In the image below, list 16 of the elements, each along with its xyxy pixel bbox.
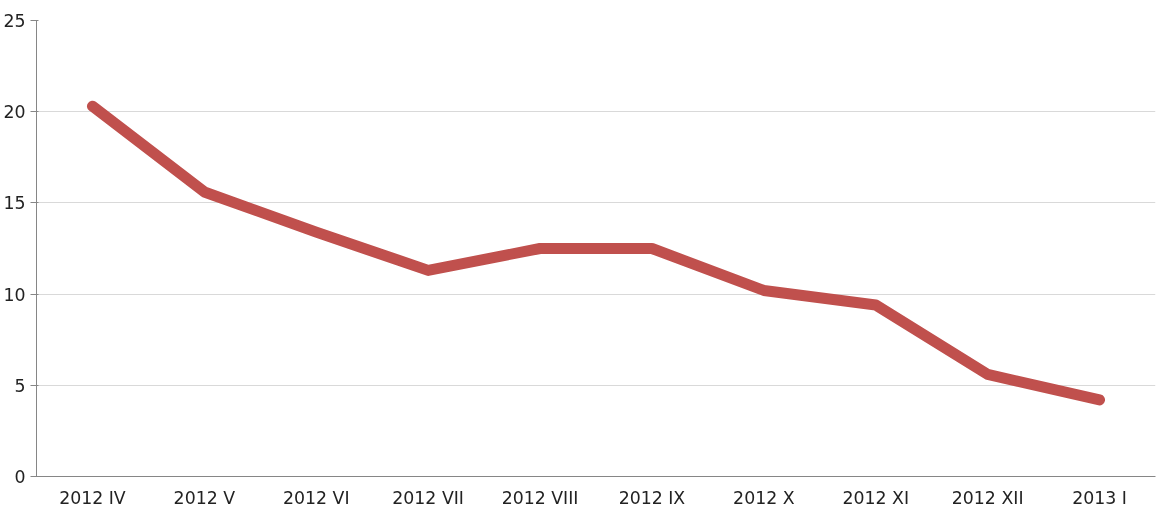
x-tick-label: 2012 IX (618, 487, 686, 508)
x-tick-label: 2012 XI (842, 487, 910, 508)
y-tick-label: 0 (14, 467, 26, 487)
y-tick-label: 25 (3, 11, 26, 31)
x-tick-label: 2012 X (733, 487, 795, 508)
x-tick-label: 2013 I (1072, 487, 1127, 508)
x-tick-label: 2012 VIII (501, 487, 579, 508)
y-tick-label: 10 (3, 284, 26, 305)
x-tick-label: 2012 IV (59, 487, 126, 508)
x-tick-label: 2012 VII (392, 487, 464, 508)
x-tick-label: 2012 XII (951, 487, 1024, 508)
y-tick-label: 15 (3, 193, 26, 214)
y-tick-label: 20 (3, 102, 26, 123)
x-tick-label: 2012 V (173, 487, 236, 508)
y-tick-label: 5 (14, 375, 26, 396)
x-tick-label: 2012 VI (282, 487, 350, 508)
